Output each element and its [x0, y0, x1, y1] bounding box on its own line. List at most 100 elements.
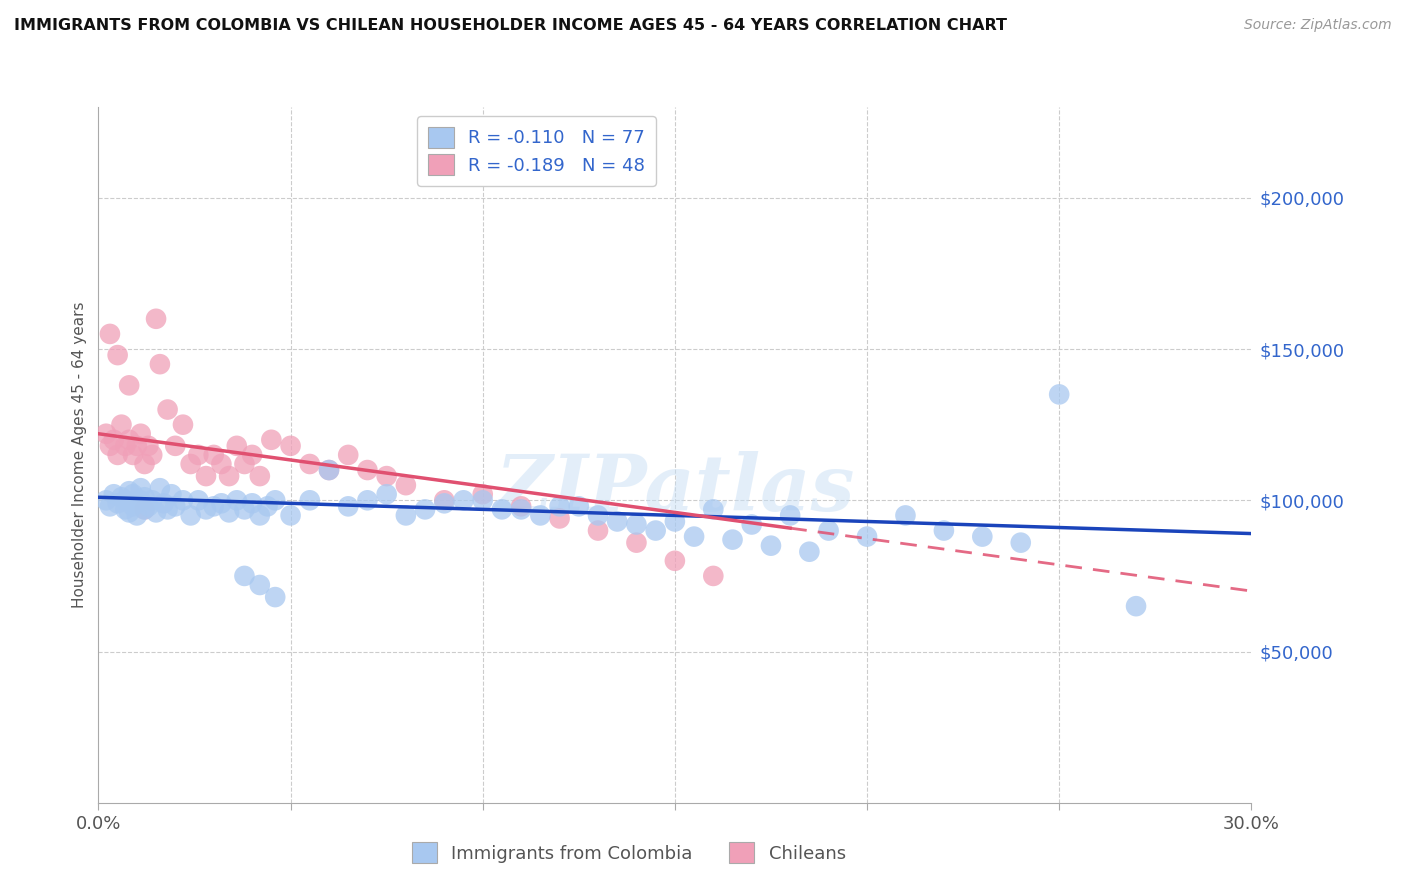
Point	[644, 524, 666, 538]
Point	[1010, 535, 1032, 549]
Point	[491, 502, 513, 516]
Point	[413, 502, 436, 516]
Point	[233, 569, 256, 583]
Point	[94, 426, 117, 441]
Point	[107, 448, 129, 462]
Point	[129, 493, 152, 508]
Point	[180, 457, 202, 471]
Point	[240, 496, 263, 510]
Point	[240, 448, 263, 462]
Point	[98, 500, 121, 514]
Point	[972, 530, 994, 544]
Point	[529, 508, 551, 523]
Point	[471, 493, 494, 508]
Point	[141, 493, 163, 508]
Point	[152, 496, 174, 510]
Point	[260, 433, 283, 447]
Point	[337, 500, 360, 514]
Point	[395, 478, 418, 492]
Point	[298, 457, 321, 471]
Text: IMMIGRANTS FROM COLOMBIA VS CHILEAN HOUSEHOLDER INCOME AGES 45 - 64 YEARS CORREL: IMMIGRANTS FROM COLOMBIA VS CHILEAN HOUS…	[14, 18, 1007, 33]
Point	[298, 493, 321, 508]
Point	[586, 524, 609, 538]
Point	[356, 463, 378, 477]
Point	[98, 439, 121, 453]
Point	[225, 439, 247, 453]
Point	[149, 357, 172, 371]
Point	[249, 508, 271, 523]
Point	[180, 508, 202, 523]
Point	[122, 487, 145, 501]
Point	[256, 500, 278, 514]
Point	[134, 490, 156, 504]
Point	[129, 426, 152, 441]
Legend: Immigrants from Colombia, Chileans: Immigrants from Colombia, Chileans	[405, 835, 853, 871]
Point	[134, 457, 156, 471]
Point	[510, 500, 533, 514]
Point	[280, 439, 302, 453]
Point	[702, 569, 724, 583]
Point	[110, 490, 132, 504]
Point	[433, 493, 456, 508]
Point	[202, 448, 225, 462]
Point	[149, 481, 172, 495]
Point	[626, 535, 648, 549]
Point	[172, 417, 194, 432]
Point	[94, 493, 117, 508]
Point	[145, 505, 167, 519]
Point	[209, 457, 232, 471]
Point	[114, 502, 136, 516]
Point	[134, 502, 156, 516]
Point	[894, 508, 917, 523]
Point	[548, 511, 571, 525]
Point	[510, 502, 533, 516]
Point	[125, 496, 148, 510]
Point	[433, 496, 456, 510]
Point	[626, 517, 648, 532]
Point	[1125, 599, 1147, 614]
Point	[125, 508, 148, 523]
Point	[568, 500, 591, 514]
Point	[129, 481, 152, 495]
Point	[683, 530, 706, 544]
Point	[375, 487, 398, 501]
Point	[779, 508, 801, 523]
Point	[932, 524, 955, 538]
Point	[187, 448, 209, 462]
Point	[172, 493, 194, 508]
Point	[233, 502, 256, 516]
Point	[209, 496, 232, 510]
Text: Source: ZipAtlas.com: Source: ZipAtlas.com	[1244, 18, 1392, 32]
Point	[218, 505, 240, 519]
Point	[225, 493, 247, 508]
Point	[141, 448, 163, 462]
Point	[98, 326, 121, 341]
Point	[817, 524, 839, 538]
Point	[395, 508, 418, 523]
Point	[114, 493, 136, 508]
Point	[110, 417, 132, 432]
Point	[249, 578, 271, 592]
Point	[195, 469, 218, 483]
Point	[103, 433, 125, 447]
Point	[453, 493, 475, 508]
Point	[586, 508, 609, 523]
Point	[118, 484, 141, 499]
Point	[118, 433, 141, 447]
Point	[202, 500, 225, 514]
Point	[114, 439, 136, 453]
Point	[799, 545, 821, 559]
Point	[759, 539, 782, 553]
Point	[138, 500, 160, 514]
Point	[249, 469, 271, 483]
Point	[721, 533, 744, 547]
Y-axis label: Householder Income Ages 45 - 64 years: Householder Income Ages 45 - 64 years	[72, 301, 87, 608]
Point	[145, 311, 167, 326]
Point	[337, 448, 360, 462]
Point	[218, 469, 240, 483]
Point	[122, 448, 145, 462]
Point	[195, 502, 218, 516]
Point	[160, 487, 183, 501]
Point	[187, 493, 209, 508]
Point	[107, 496, 129, 510]
